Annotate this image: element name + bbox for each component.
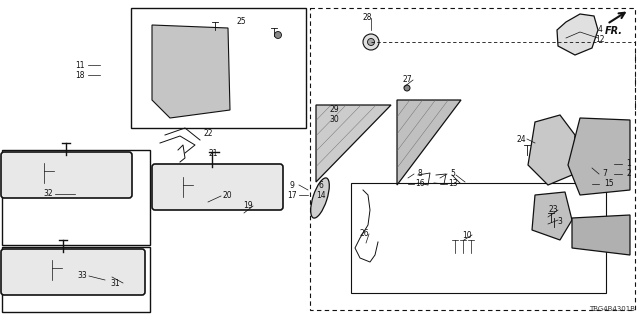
Text: TBG4B4301B: TBG4B4301B <box>589 306 635 312</box>
Polygon shape <box>568 118 630 195</box>
Circle shape <box>404 85 410 91</box>
Bar <box>310 8 635 310</box>
Text: 2: 2 <box>627 170 632 179</box>
Circle shape <box>275 31 282 38</box>
Polygon shape <box>397 100 461 185</box>
Bar <box>2 247 150 312</box>
Text: 15: 15 <box>604 180 614 188</box>
Bar <box>351 183 606 293</box>
Text: 9: 9 <box>289 180 294 189</box>
Circle shape <box>367 38 374 45</box>
Circle shape <box>363 34 379 50</box>
Text: 19: 19 <box>243 202 253 211</box>
Polygon shape <box>532 192 572 240</box>
Text: 23: 23 <box>548 205 558 214</box>
Text: FR.: FR. <box>605 26 623 36</box>
Text: 6: 6 <box>319 180 323 189</box>
FancyBboxPatch shape <box>152 164 283 210</box>
Text: 8: 8 <box>418 170 422 179</box>
Polygon shape <box>316 105 391 182</box>
Bar <box>131 8 306 128</box>
Text: 24: 24 <box>516 134 526 143</box>
Text: 13: 13 <box>448 180 458 188</box>
Text: 29: 29 <box>329 105 339 114</box>
Text: 11: 11 <box>76 60 84 69</box>
Text: 28: 28 <box>362 13 372 22</box>
Text: 32: 32 <box>43 189 53 198</box>
Text: 27: 27 <box>402 76 412 84</box>
Polygon shape <box>557 14 598 55</box>
Text: 33: 33 <box>77 271 87 281</box>
Text: 7: 7 <box>603 170 607 179</box>
Text: 17: 17 <box>287 190 297 199</box>
Polygon shape <box>572 215 630 255</box>
Text: 22: 22 <box>204 129 212 138</box>
Ellipse shape <box>310 178 330 218</box>
Text: 1: 1 <box>627 159 632 169</box>
Text: 18: 18 <box>76 70 84 79</box>
FancyBboxPatch shape <box>1 152 132 198</box>
Text: 14: 14 <box>316 190 326 199</box>
Text: 20: 20 <box>222 191 232 201</box>
Polygon shape <box>152 25 230 118</box>
Text: 30: 30 <box>329 115 339 124</box>
Text: 25: 25 <box>236 18 246 27</box>
Polygon shape <box>528 115 575 185</box>
FancyBboxPatch shape <box>1 249 145 295</box>
Text: 16: 16 <box>415 180 425 188</box>
Text: 3: 3 <box>557 218 563 227</box>
Text: 10: 10 <box>462 230 472 239</box>
Text: 12: 12 <box>595 36 605 44</box>
Text: 5: 5 <box>451 170 456 179</box>
Text: 4: 4 <box>598 25 602 34</box>
Bar <box>2 150 150 245</box>
Text: 26: 26 <box>359 229 369 238</box>
Text: 31: 31 <box>110 278 120 287</box>
Text: 21: 21 <box>208 149 218 158</box>
